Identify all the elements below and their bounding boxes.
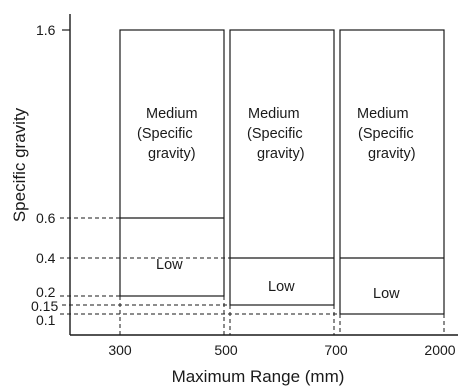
y-tick-label-0.6: 0.6: [36, 210, 56, 226]
medium-label-line-2: (Specific: [137, 126, 193, 142]
y-axis-title: Specific gravity: [10, 107, 29, 222]
x-tick-label-500: 500: [214, 342, 238, 358]
low-label: Low: [268, 279, 295, 295]
box-outline: [119, 29, 225, 297]
y-tick-label-0.15: 0.15: [31, 298, 58, 314]
medium-label-line-3: gravity): [148, 146, 196, 162]
medium-label-line-3: gravity): [257, 146, 305, 162]
x-tick-label-2000: 2000: [424, 342, 455, 358]
medium-label-line-1: Medium: [146, 106, 198, 122]
y-tick-label-0.2: 0.2: [36, 284, 56, 300]
x-axis-title: Maximum Range (mm): [172, 367, 345, 386]
box-outline: [339, 29, 445, 315]
y-tick-label-0.1: 0.1: [36, 312, 56, 328]
medium-label-line-2: (Specific: [358, 126, 414, 142]
low-label: Low: [373, 286, 400, 302]
x-tick-label-700: 700: [324, 342, 348, 358]
medium-label-line-2: (Specific: [247, 126, 303, 142]
y-tick-label-0.4: 0.4: [36, 250, 56, 266]
y-tick-label-1.6: 1.6: [36, 22, 56, 38]
medium-label-line-1: Medium: [248, 106, 300, 122]
range-box-700-2000: Medium (Specific gravity) Low: [339, 29, 445, 315]
range-box-300-500: Medium (Specific gravity) Low: [119, 29, 225, 297]
x-tick-label-300: 300: [108, 342, 132, 358]
box-outline: [229, 29, 335, 306]
range-box-500-700: Medium (Specific gravity) Low: [229, 29, 335, 306]
low-label: Low: [156, 257, 183, 273]
medium-label-line-1: Medium: [357, 106, 409, 122]
medium-label-line-3: gravity): [368, 146, 416, 162]
